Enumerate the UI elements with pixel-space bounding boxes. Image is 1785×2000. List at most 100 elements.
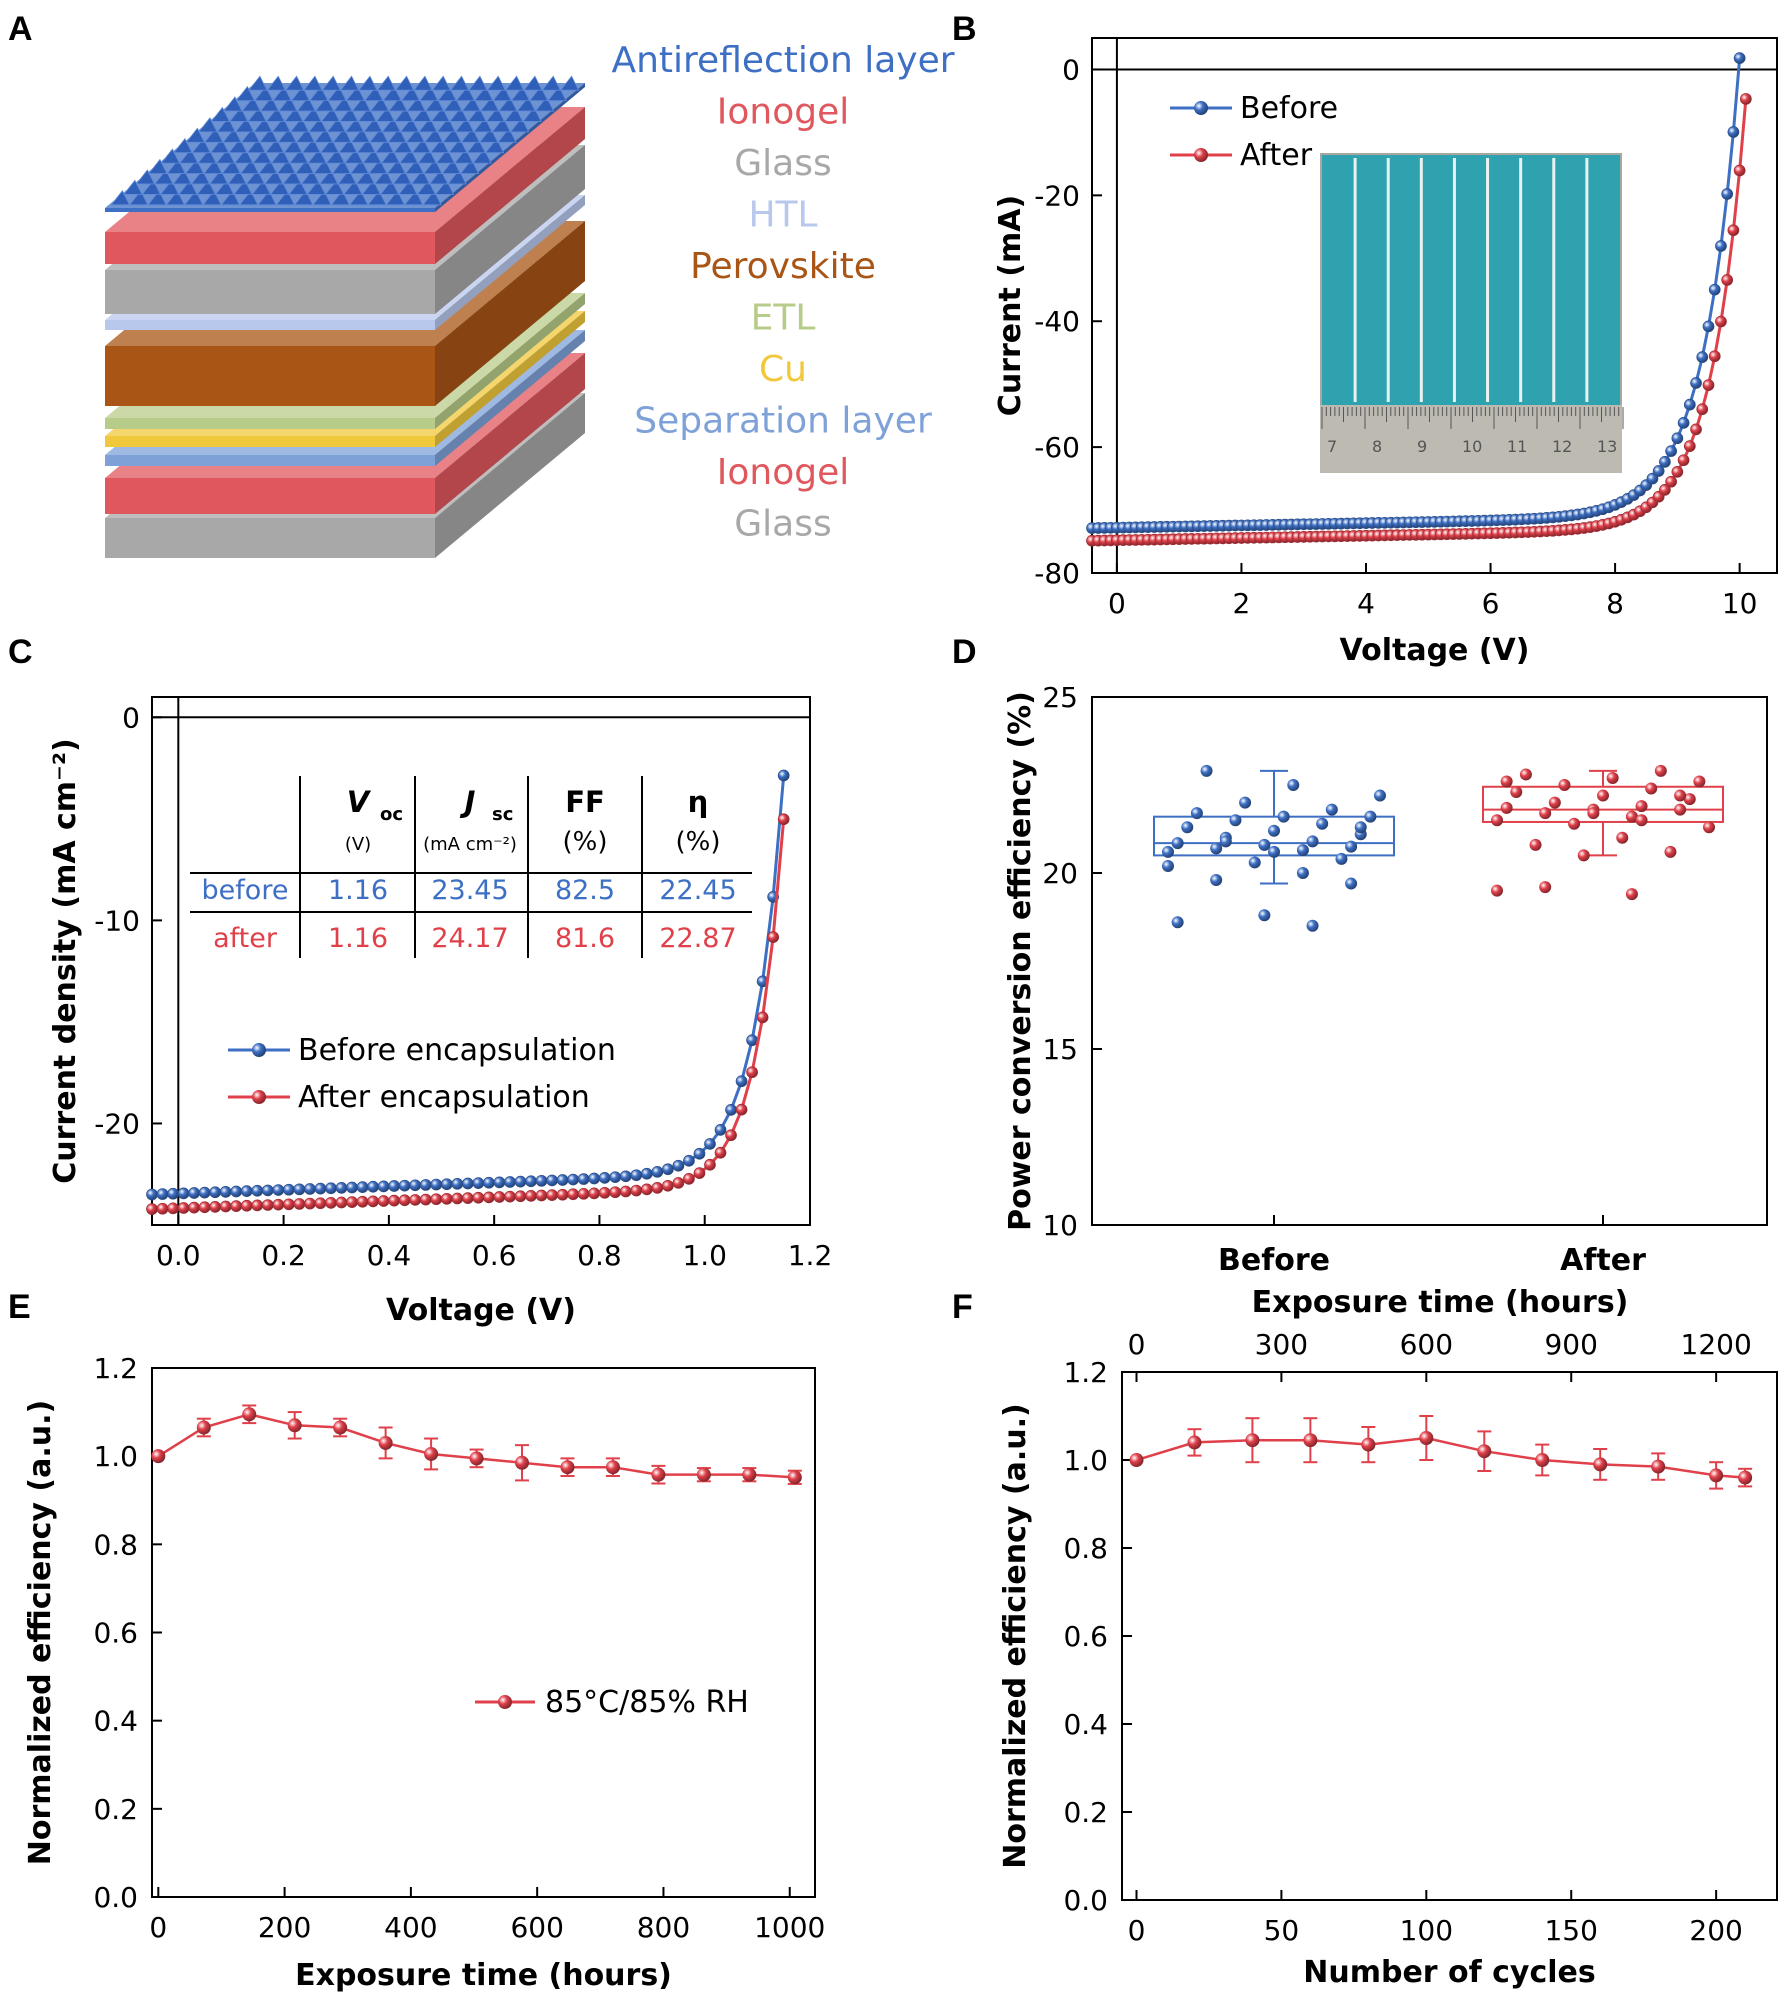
layer-front-face bbox=[105, 270, 435, 314]
data-point bbox=[598, 1172, 611, 1184]
texture-pyramid bbox=[333, 96, 353, 112]
data-point bbox=[693, 1147, 706, 1160]
data-point bbox=[1683, 440, 1696, 453]
box-point bbox=[1296, 844, 1309, 857]
texture-pyramid bbox=[326, 117, 346, 133]
data-point bbox=[651, 1182, 664, 1194]
texture-pyramid bbox=[301, 137, 321, 154]
texture-pyramid bbox=[313, 158, 333, 174]
y-tick-label: -20 bbox=[1034, 179, 1080, 212]
texture-pyramid bbox=[455, 85, 476, 102]
texture-pyramid bbox=[303, 75, 323, 91]
layer-front-face bbox=[105, 320, 435, 330]
legend-label: After bbox=[1240, 138, 1313, 173]
data-point bbox=[1677, 417, 1690, 429]
y-tick-label: 1.2 bbox=[1063, 1356, 1108, 1389]
data-point bbox=[714, 1146, 727, 1159]
texture-pyramid bbox=[321, 75, 341, 91]
x-tick-label: 0.2 bbox=[261, 1239, 306, 1272]
data-point bbox=[514, 1175, 527, 1188]
data-point bbox=[1727, 126, 1740, 138]
category-label: After bbox=[1560, 1243, 1646, 1278]
x-tick-label: 4 bbox=[1357, 587, 1375, 620]
ruler-number: 9 bbox=[1417, 437, 1427, 456]
texture-pyramid bbox=[403, 190, 424, 206]
texture-pyramid bbox=[278, 96, 298, 112]
texture-pyramid bbox=[264, 137, 285, 154]
texture-pyramid bbox=[314, 96, 335, 112]
texture-pyramid bbox=[324, 179, 345, 195]
data-point bbox=[1696, 403, 1709, 416]
texture-pyramid bbox=[306, 179, 326, 195]
x-tick-label: 0 bbox=[149, 1911, 167, 1944]
table-header-symbol: V bbox=[347, 785, 372, 819]
layer-side-face bbox=[435, 293, 585, 429]
box-point bbox=[1645, 782, 1658, 795]
layer-label: Perovskite bbox=[690, 246, 876, 287]
box-point bbox=[1635, 800, 1648, 813]
texture-pyramid bbox=[228, 106, 249, 122]
data-point bbox=[440, 1178, 453, 1191]
data-point bbox=[461, 1177, 474, 1190]
plot-frame bbox=[1091, 696, 1768, 1226]
box-point bbox=[1248, 856, 1261, 869]
texture-pyramid bbox=[269, 179, 290, 195]
texture-pyramid bbox=[345, 85, 366, 102]
data-point bbox=[1708, 350, 1721, 363]
table-header-subscript: oc bbox=[380, 804, 403, 825]
data-point bbox=[356, 1181, 369, 1193]
layer-front-face bbox=[105, 232, 435, 264]
texture-pyramid bbox=[228, 137, 248, 154]
legend-marker bbox=[498, 1695, 512, 1709]
data-point bbox=[209, 1201, 222, 1213]
box-point bbox=[1364, 810, 1377, 823]
texture-pyramid bbox=[331, 158, 351, 174]
texture-pyramid bbox=[423, 158, 443, 174]
x-tick-label: 1000 bbox=[754, 1911, 825, 1944]
texture-pyramid bbox=[392, 169, 412, 185]
texture-pyramid bbox=[253, 85, 274, 102]
layer-label: Cu bbox=[759, 349, 807, 390]
x2-tick-label: 0 bbox=[1128, 1328, 1146, 1361]
panel-label-a: A bbox=[8, 10, 33, 48]
texture-pyramid bbox=[448, 137, 468, 154]
texture-pyramid bbox=[165, 190, 186, 206]
layer-label: Ionogel bbox=[717, 452, 850, 493]
box-point bbox=[1354, 821, 1367, 834]
texture-pyramid bbox=[141, 179, 161, 195]
texture-pyramid bbox=[210, 106, 231, 122]
y-tick-label: 0.4 bbox=[1063, 1708, 1108, 1741]
texture-pyramid bbox=[343, 179, 363, 195]
data-point bbox=[746, 1066, 758, 1079]
data-point bbox=[609, 1186, 622, 1199]
texture-pyramid bbox=[258, 158, 278, 174]
data-point bbox=[198, 1186, 211, 1199]
legend-label: 85°C/85% RH bbox=[545, 1685, 749, 1720]
texture-pyramid bbox=[485, 106, 506, 122]
texture-pyramid bbox=[382, 85, 402, 102]
y-axis-label: Current density (mA cm⁻²) bbox=[48, 738, 83, 1183]
data-point bbox=[725, 1129, 737, 1142]
box-point bbox=[1625, 810, 1638, 823]
texture-pyramid bbox=[135, 169, 156, 185]
data-point bbox=[1671, 466, 1684, 478]
texture-pyramid bbox=[398, 148, 419, 164]
chart-f-thermal-cycles: 0 50 100 150 200 0.0 0.2 0.4 0.6 0.8 1.0 1.2 Number … bbox=[998, 1285, 1778, 1990]
box-1 bbox=[1482, 764, 1724, 901]
y-tick-label: 0.0 bbox=[1063, 1884, 1108, 1917]
data-point bbox=[469, 1451, 484, 1466]
texture-pyramid bbox=[428, 169, 449, 185]
table-header-unit: (V) bbox=[345, 834, 371, 855]
data-point bbox=[546, 1174, 558, 1187]
data-point bbox=[1727, 224, 1740, 237]
x-tick-label: 0.4 bbox=[367, 1239, 412, 1272]
box-point bbox=[1306, 919, 1319, 932]
box-point bbox=[1287, 779, 1300, 791]
texture-pyramid bbox=[431, 75, 451, 91]
layer-label: HTL bbox=[748, 195, 817, 236]
data-point bbox=[725, 1104, 737, 1116]
data-point bbox=[588, 1187, 601, 1200]
box-point bbox=[1306, 835, 1319, 848]
series-before bbox=[1086, 52, 1746, 534]
